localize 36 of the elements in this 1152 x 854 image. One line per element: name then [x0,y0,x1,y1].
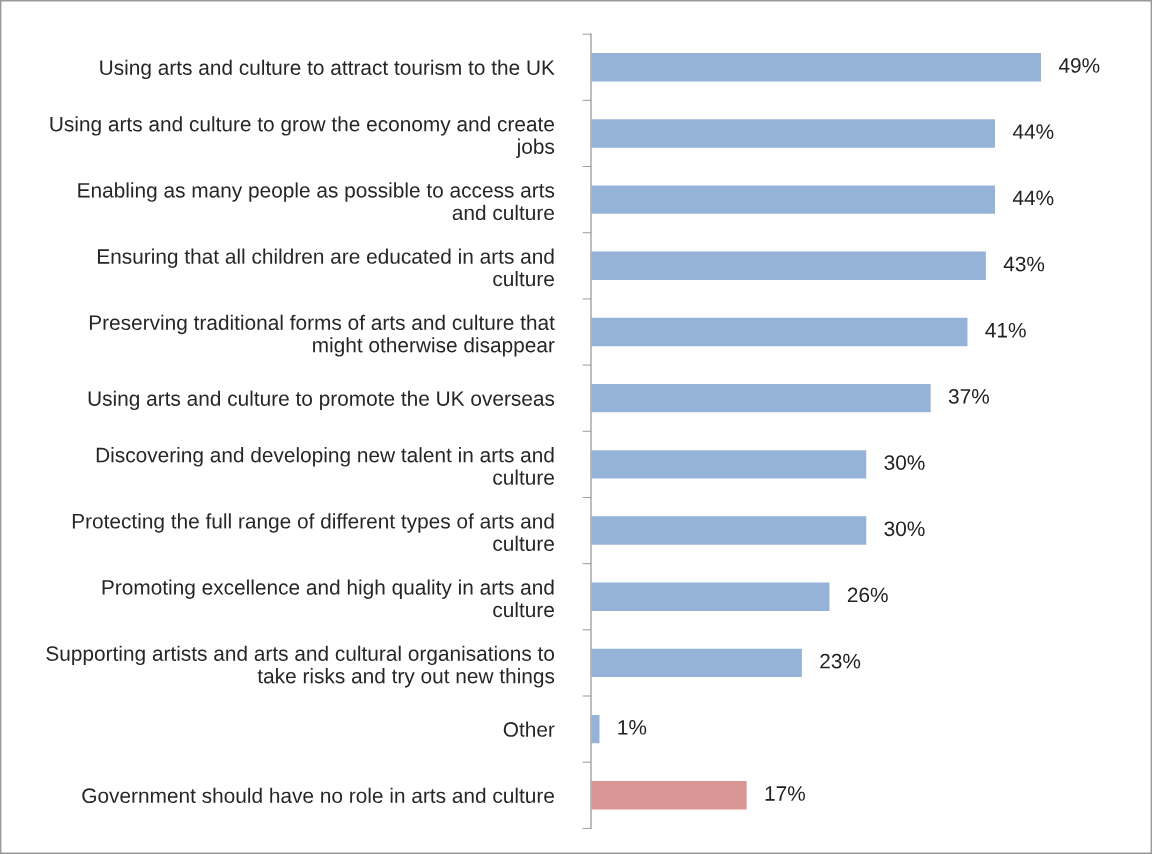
data-label: 23% [820,653,861,669]
bar [590,448,868,480]
bar [590,713,601,745]
bar [590,51,1043,83]
y-tick-label: Using arts and culture to attract tourism to the UK [100,59,555,80]
y-tick-label: Ensuring that all children are educated in arts and culture [97,248,554,287]
y-tick-label: Supporting artists and arts and cultural organisations to take risks and try out new things [46,645,555,688]
data-label: 43% [1003,256,1045,272]
bar [590,117,997,150]
bar [590,779,749,811]
bar [590,382,933,414]
y-tick-label: Government should have no role in arts and culture [82,787,554,804]
bar [590,514,868,547]
data-label: 44% [1012,190,1054,206]
data-label: 1% [618,720,647,735]
bar [590,647,804,679]
y-tick-label: Using arts and culture to grow the economy and create jobs [50,116,555,159]
data-label: 17% [765,786,805,801]
data-label: 26% [847,587,888,603]
y-tick-label: Discovering and developing new talent in arts and culture [96,447,554,485]
y-tick-label: Other [503,721,555,737]
data-label: 30% [884,455,925,470]
y-tick-label: Enabling as many people as possible to access arts and culture [78,182,555,221]
bar [590,316,969,348]
data-label: 30% [884,521,925,537]
data-label: 49% [1058,58,1100,73]
bar [590,581,831,613]
bar [590,250,988,282]
y-tick-label: Using arts and culture to promote the UK overseas [88,390,555,411]
y-tick-label: Preserving traditional forms of arts and culture that might otherwise disappear [89,314,555,357]
bar [590,184,997,216]
y-tick-label: Promoting excellence and high quality in arts and culture [102,579,554,618]
data-label: 37% [948,389,989,404]
data-label: 41% [985,322,1026,338]
data-label: 44% [1012,124,1054,139]
y-tick-label: Protecting the full range of different types of arts and culture [72,513,554,552]
